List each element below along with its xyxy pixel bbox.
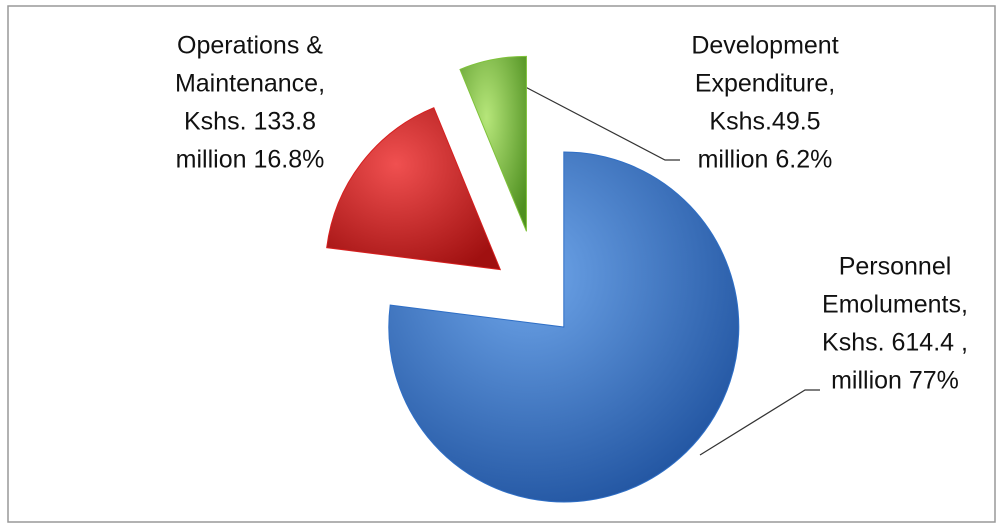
pie-slice [388, 151, 740, 503]
pie-slice [459, 55, 527, 232]
data-label: Expenditure, [695, 70, 835, 98]
leader-line [699, 389, 820, 456]
data-label: Maintenance, [175, 70, 325, 98]
data-label: Development [691, 32, 838, 60]
data-label: Personnel [839, 253, 952, 281]
data-label: Kshs.49.5 [709, 108, 820, 136]
data-label: Operations & [177, 32, 323, 60]
data-label: million 16.8% [176, 146, 325, 174]
data-label: Kshs. 614.4 , [822, 329, 968, 357]
data-label: Kshs. 133.8 [184, 108, 316, 136]
data-label: million 6.2% [698, 146, 833, 174]
data-label: million 77% [831, 367, 959, 395]
leader-line [511, 79, 680, 161]
data-label: Emoluments, [822, 291, 968, 319]
pie-slice [326, 107, 502, 271]
